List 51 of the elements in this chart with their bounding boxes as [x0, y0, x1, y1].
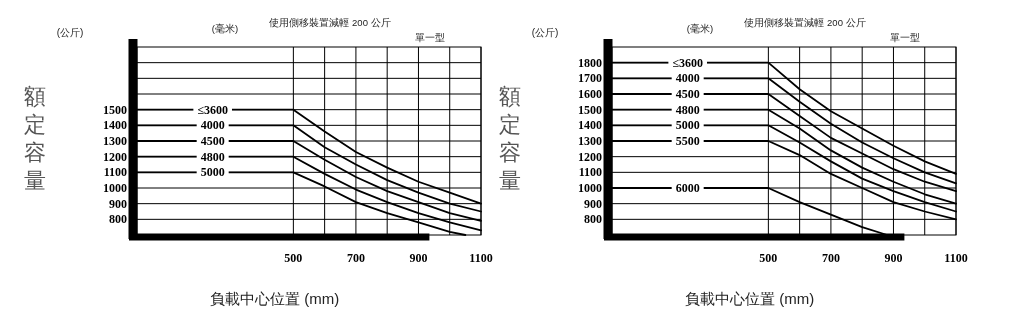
- text: (公斤): [56, 27, 84, 38]
- y-tick-label: 900: [584, 196, 602, 211]
- x-tick-label: 1100: [944, 251, 968, 265]
- y-tick-label: 1200: [578, 149, 602, 164]
- x-tick-label: 700: [821, 251, 840, 265]
- y-axis-title: 額定容量: [499, 84, 521, 193]
- y-axis-title: 額定容量: [24, 84, 46, 193]
- y-tick-label: 1500: [103, 102, 127, 117]
- series-label: 4500: [200, 134, 225, 148]
- y-tick-label: 1000: [103, 181, 127, 195]
- series-label: 5000: [200, 165, 225, 180]
- series-label: 5000: [675, 118, 700, 133]
- text: (公斤): [531, 27, 559, 38]
- series-label: 5500: [675, 134, 700, 148]
- y-tick-label: 1300: [103, 134, 127, 148]
- y-tick-label: 1800: [578, 55, 602, 70]
- chart-subtitle: 單一型: [415, 32, 445, 43]
- text: (毫米): [211, 23, 239, 34]
- x-tick-label: 900: [884, 251, 903, 265]
- x-tick-label: 500: [759, 251, 778, 265]
- chart-title: 使用側移裝置減輕 200 公斤: [744, 17, 866, 28]
- y-tick-label: 1100: [578, 165, 602, 180]
- series-label: ≤3600: [197, 102, 228, 117]
- chart-title: 使用側移裝置減輕 200 公斤: [269, 17, 391, 28]
- y-tick-label: 800: [584, 212, 602, 227]
- series-label: 4000: [200, 118, 225, 133]
- y-tick-label: 1200: [103, 149, 127, 164]
- x-tick-label: 900: [409, 251, 428, 265]
- y-tick-label: 1400: [578, 118, 602, 133]
- y-tick-label: 1400: [103, 118, 127, 133]
- y-tick-label: 1300: [578, 134, 602, 148]
- x-tick-label: 500: [284, 251, 303, 265]
- y-tick-label: 1500: [578, 102, 602, 117]
- chart-subtitle: 單一型: [890, 32, 920, 43]
- series-label: ≤3600: [672, 55, 703, 70]
- series-label: 4800: [200, 149, 225, 164]
- series-label: 6000: [675, 181, 700, 195]
- y-tick-label: 900: [109, 196, 127, 211]
- series-label: 4800: [675, 102, 700, 117]
- x-axis-title: 負載中心位置 (mm): [210, 290, 340, 307]
- text: (毫米): [686, 23, 714, 34]
- y-tick-label: 1600: [578, 87, 602, 101]
- y-tick-label: 1100: [103, 165, 127, 180]
- x-axis-title: 負載中心位置 (mm): [685, 290, 815, 307]
- series-label: 4000: [675, 71, 700, 86]
- x-tick-label: 1100: [469, 251, 493, 265]
- y-tick-label: 800: [109, 212, 127, 227]
- series-label: 4500: [675, 87, 700, 101]
- x-tick-label: 700: [346, 251, 365, 265]
- y-tick-label: 1700: [578, 71, 602, 86]
- y-tick-label: 1000: [578, 181, 602, 195]
